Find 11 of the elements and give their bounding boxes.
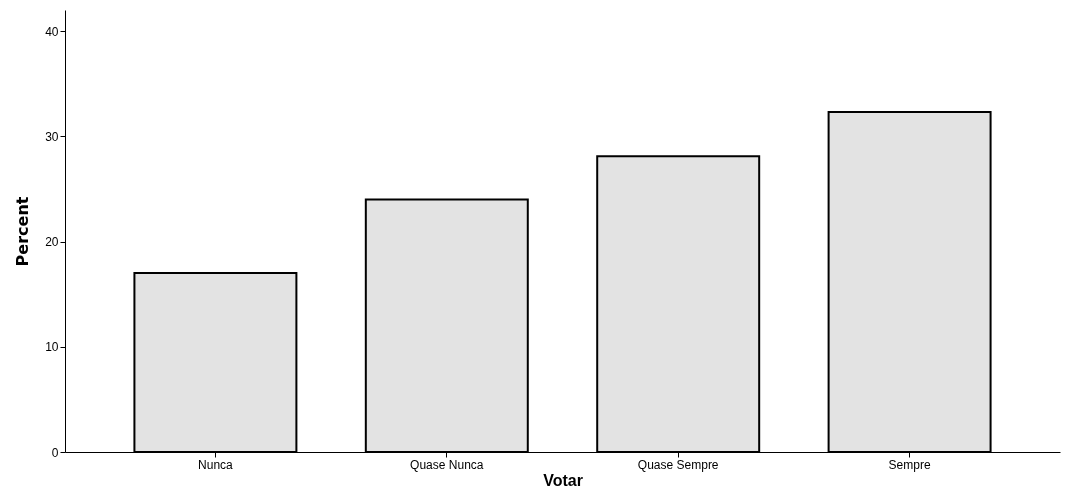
x-tick-label: Quase Sempre — [637, 457, 719, 472]
y-tick-label: 0 — [51, 445, 59, 460]
x-tick-label: Quase Nunca — [410, 457, 484, 472]
x-tick-label: Nunca — [198, 457, 234, 472]
y-axis-title: Percent — [13, 196, 33, 267]
y-tick-label: 10 — [45, 340, 59, 355]
y-tick-label: 40 — [45, 24, 59, 39]
y-tick-label: 30 — [45, 129, 59, 144]
x-axis-title: Votar — [543, 471, 583, 489]
x-tick-label: Sempre — [888, 457, 931, 472]
y-tick-label: 20 — [45, 235, 59, 250]
